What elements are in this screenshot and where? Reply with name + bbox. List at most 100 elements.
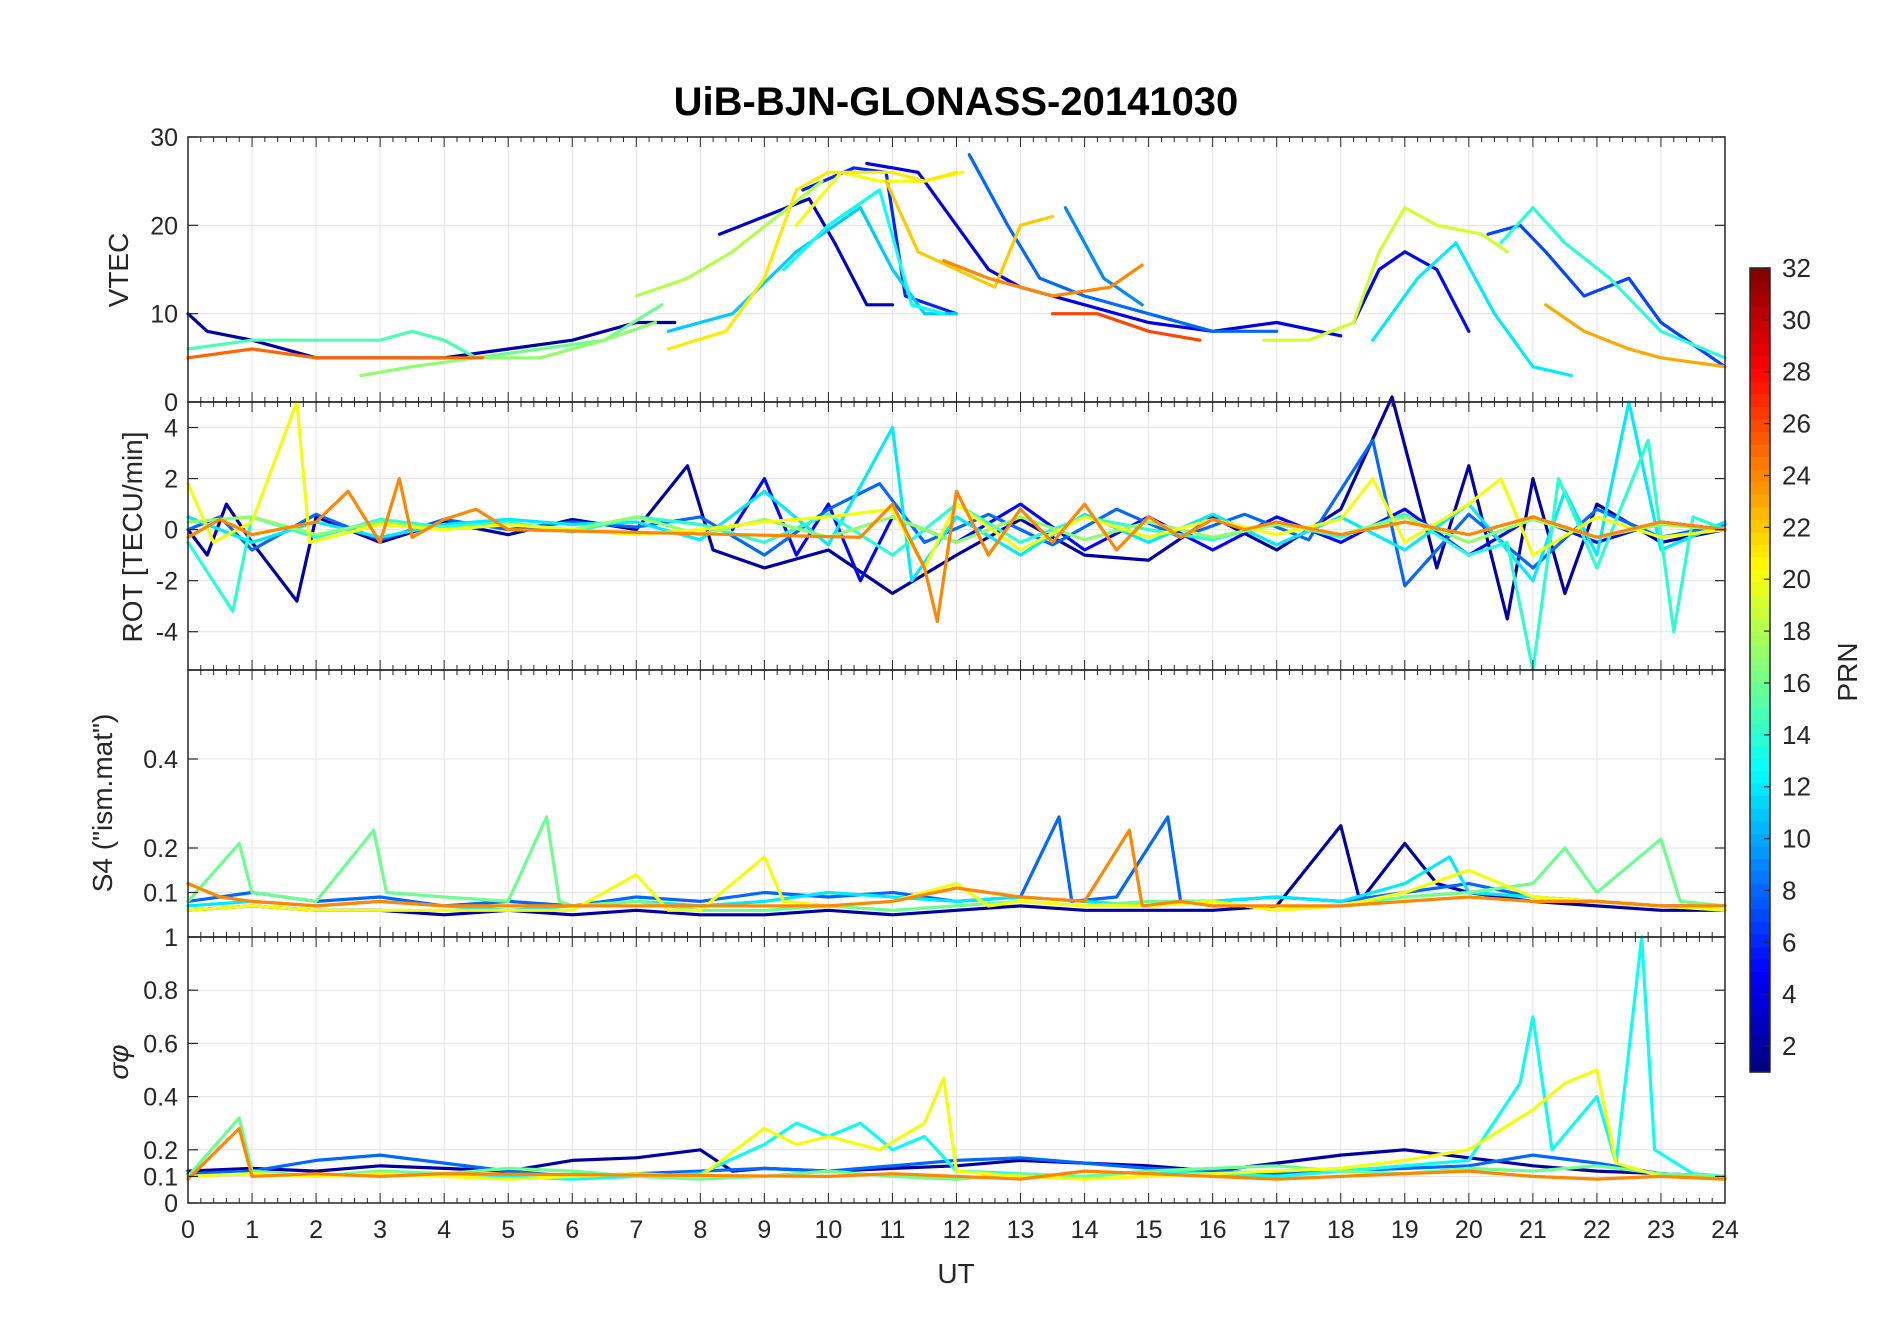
colorbar-gradient bbox=[1750, 268, 1770, 1073]
sigma-phi-y-ticks: 00.10.2 0.4 0.6 0.8 1 bbox=[143, 924, 1726, 1218]
colorbar-tick-label: 8 bbox=[1782, 875, 1796, 905]
colorbar-tick-label: 24 bbox=[1782, 460, 1811, 490]
vtec-series-prn-15 bbox=[186, 329, 478, 360]
colorbar-cell bbox=[1750, 556, 1770, 571]
colorbar-cell bbox=[1750, 984, 1770, 998]
x-tick-label: 17 bbox=[1263, 1216, 1291, 1244]
colorbar-cell bbox=[1750, 443, 1770, 458]
colorbar-cell bbox=[1750, 343, 1770, 357]
colorbar-cell bbox=[1750, 1059, 1770, 1073]
vtec-series-prn-17 bbox=[359, 320, 658, 378]
colorbar-tick-label: 26 bbox=[1782, 409, 1811, 439]
colorbar-cell bbox=[1750, 783, 1770, 797]
rot-y-ticks: -4 -2 0 2 4 bbox=[156, 402, 1726, 670]
vtec-series-prn-22 bbox=[884, 179, 1055, 289]
colorbar-cell bbox=[1750, 996, 1770, 1010]
rot-series-prn-24 bbox=[186, 477, 1727, 624]
x-tick-label: 18 bbox=[1327, 1216, 1355, 1244]
x-axis-label: UT bbox=[937, 1258, 974, 1289]
s4-series-prn-2 bbox=[186, 824, 1727, 917]
s4-y-tick-label: 0.1 bbox=[143, 880, 178, 908]
vtec-series-prn-16 bbox=[474, 303, 664, 360]
rot-y-tick-label: 2 bbox=[164, 466, 178, 494]
colorbar-cell bbox=[1750, 431, 1770, 445]
vtec-y-tick-label: 30 bbox=[150, 124, 178, 152]
colorbar-cell bbox=[1750, 481, 1770, 495]
x-tick-label: 9 bbox=[757, 1216, 771, 1244]
colorbar-cell bbox=[1750, 908, 1770, 922]
sigma-phi-y-label: σφ bbox=[103, 1044, 134, 1079]
x-tick-label: 10 bbox=[815, 1216, 843, 1244]
s4-y-ticks: 0.1 0.2 0.4 bbox=[143, 670, 1726, 937]
colorbar-tick-label: 12 bbox=[1782, 772, 1811, 802]
colorbar-cell bbox=[1750, 456, 1770, 470]
colorbar-cell bbox=[1750, 531, 1770, 545]
colorbar-cell bbox=[1750, 695, 1770, 709]
x-tick-label: 22 bbox=[1583, 1216, 1611, 1244]
colorbar-cell bbox=[1750, 946, 1770, 960]
colorbar-cell bbox=[1750, 594, 1770, 608]
vtec-series-prn-4 bbox=[865, 161, 1343, 338]
colorbar-cell bbox=[1750, 305, 1770, 319]
s4-y-tick-label: 0.4 bbox=[143, 746, 178, 774]
vtec-y-tick-label: 20 bbox=[150, 212, 178, 240]
vtec-series-prn-26 bbox=[1051, 312, 1202, 342]
x-tick-label: 12 bbox=[943, 1216, 971, 1244]
sigma-phi-y-tick-label: 0.8 bbox=[143, 977, 178, 1005]
x-tick-label: 15 bbox=[1135, 1216, 1163, 1244]
colorbar-cell bbox=[1750, 921, 1770, 935]
vtec-panel: 0 10 20 30 VTEC bbox=[103, 124, 1727, 417]
vtec-series-prn-23 bbox=[1544, 303, 1727, 369]
x-tick-label: 5 bbox=[501, 1216, 515, 1244]
colorbar-cell bbox=[1750, 406, 1770, 420]
vtec-series-prn-24 bbox=[942, 259, 1144, 298]
sigma-phi-series-prn-24 bbox=[186, 1126, 1727, 1181]
vtec-series-prn-9 bbox=[1063, 206, 1144, 307]
rot-series-prn-12 bbox=[186, 400, 1727, 583]
rot-series-prn-20 bbox=[186, 400, 1727, 570]
vtec-series-prn-19 bbox=[1262, 206, 1509, 342]
colorbar-tick-label: 22 bbox=[1782, 512, 1811, 542]
colorbar-cell bbox=[1750, 330, 1770, 344]
rot-y-label: ROT [TECU/min] bbox=[117, 431, 148, 642]
vtec-series-prn-21 bbox=[666, 170, 959, 351]
colorbar-tick-label: 6 bbox=[1782, 927, 1796, 957]
rot-y-tick-label: -4 bbox=[156, 619, 178, 647]
colorbar-cell bbox=[1750, 858, 1770, 872]
colorbar-tick-label: 16 bbox=[1782, 668, 1811, 698]
rot-y-tick-label: 0 bbox=[164, 517, 178, 545]
colorbar-cell bbox=[1750, 896, 1770, 910]
colorbar-cell bbox=[1750, 883, 1770, 897]
colorbar-cell bbox=[1750, 381, 1770, 395]
colorbar-cell bbox=[1750, 808, 1770, 822]
x-tick-label: 11 bbox=[879, 1216, 905, 1244]
x-tick-label: 0 bbox=[181, 1216, 195, 1244]
colorbar-cell bbox=[1750, 871, 1770, 885]
colorbar-tick-label: 20 bbox=[1782, 564, 1811, 594]
rot-series bbox=[186, 395, 1727, 672]
colorbar-cell bbox=[1750, 745, 1770, 759]
sigma-phi-series-prn-2 bbox=[186, 1148, 1727, 1178]
colorbar-cell bbox=[1750, 933, 1770, 947]
colorbar-tick-label: 2 bbox=[1782, 1031, 1796, 1061]
vtec-series-prn-12 bbox=[1371, 241, 1573, 378]
colorbar-cell bbox=[1750, 368, 1770, 382]
colorbar-cell bbox=[1750, 607, 1770, 621]
sigma-phi-y-tick-label: 0.1 bbox=[143, 1163, 178, 1191]
colorbar-cell bbox=[1750, 820, 1770, 834]
colorbar-cell bbox=[1750, 293, 1770, 307]
colorbar-cell bbox=[1750, 845, 1770, 860]
sigma-phi-series bbox=[186, 935, 1727, 1181]
colorbar-cell bbox=[1750, 795, 1770, 809]
colorbar-cell bbox=[1750, 418, 1770, 432]
s4-series-prn-24 bbox=[186, 828, 1727, 908]
colorbar-cell bbox=[1750, 544, 1770, 558]
colorbar-cell bbox=[1750, 632, 1770, 646]
colorbar-cell bbox=[1750, 670, 1770, 684]
colorbar-cell bbox=[1750, 268, 1770, 282]
x-axis: 0 1 2 3 4 5 6 7 8 9 10 11 12 13 14 15 16 17 18 19 20 21 22 23 24 bbox=[181, 1216, 1739, 1244]
x-tick-label: 23 bbox=[1647, 1216, 1675, 1244]
